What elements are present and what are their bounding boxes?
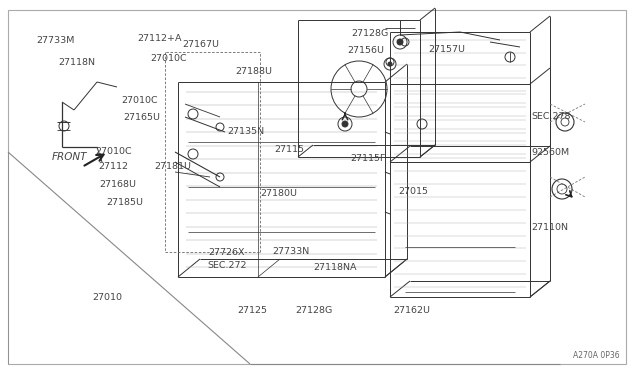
Text: 27010: 27010	[92, 293, 122, 302]
Text: 27733M: 27733M	[36, 36, 75, 45]
Text: 27015: 27015	[398, 187, 428, 196]
Text: 27185U: 27185U	[106, 198, 143, 207]
Text: 27168U: 27168U	[99, 180, 136, 189]
Text: 27135N: 27135N	[227, 127, 264, 136]
Text: 27010C: 27010C	[122, 96, 158, 105]
Text: 92560M: 92560M	[532, 148, 570, 157]
Text: 27118NA: 27118NA	[314, 263, 357, 272]
Text: 27157U: 27157U	[428, 45, 465, 54]
Text: 27181U: 27181U	[154, 163, 191, 171]
Text: 27162U: 27162U	[393, 306, 430, 315]
Text: A270A 0P36: A270A 0P36	[573, 351, 620, 360]
Text: 27110N: 27110N	[532, 223, 569, 232]
Text: 27125: 27125	[237, 306, 267, 315]
Text: 27115F: 27115F	[350, 154, 386, 163]
Text: 27165U: 27165U	[124, 113, 161, 122]
Text: 27010C: 27010C	[95, 147, 132, 156]
Text: 27128G: 27128G	[296, 306, 333, 315]
Text: 27188U: 27188U	[235, 67, 272, 76]
Text: 27726X: 27726X	[208, 248, 244, 257]
Text: FRONT: FRONT	[52, 152, 88, 162]
Text: 27733N: 27733N	[272, 247, 309, 256]
Text: 27118N: 27118N	[58, 58, 95, 67]
Text: 27156U: 27156U	[347, 46, 384, 55]
Text: 27010C: 27010C	[150, 54, 186, 63]
Circle shape	[342, 121, 348, 127]
Text: 27180U: 27180U	[260, 189, 297, 198]
Circle shape	[388, 62, 392, 66]
Text: 27167U: 27167U	[182, 40, 220, 49]
Text: 27112+A: 27112+A	[138, 34, 182, 43]
Text: 27112: 27112	[99, 162, 128, 171]
Text: SEC.278: SEC.278	[532, 112, 571, 121]
Text: SEC.272: SEC.272	[208, 261, 248, 270]
Circle shape	[397, 39, 403, 45]
Text: 27128G: 27128G	[351, 29, 388, 38]
Text: 27115: 27115	[274, 145, 304, 154]
